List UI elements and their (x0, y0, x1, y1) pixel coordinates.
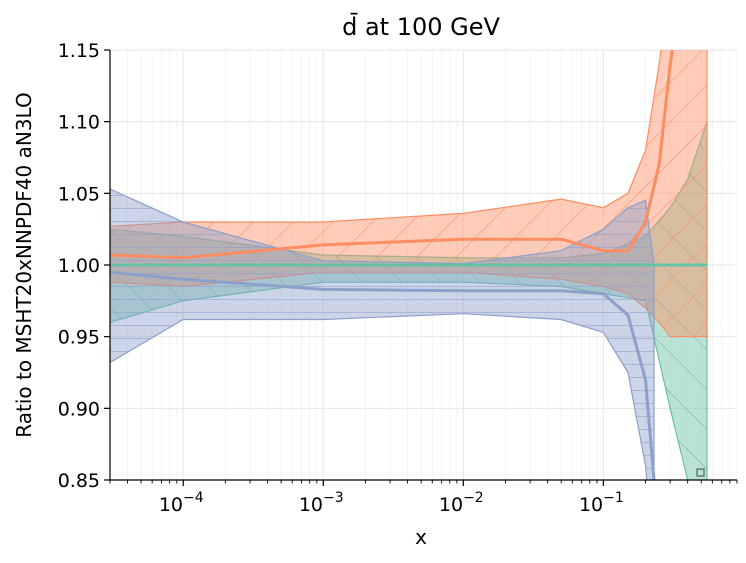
x-tick-label: 10−2 (439, 490, 484, 516)
uncertainty-bands (110, 50, 708, 480)
y-tick-label: 0.90 (58, 398, 100, 420)
overflow-marker (696, 468, 705, 477)
y-ticks: 0.85 0.90 0.95 1.00 1.05 1.10 1.15 (58, 40, 110, 492)
y-tick-label: 1.05 (58, 183, 100, 205)
x-tick-label: 10−1 (579, 490, 624, 516)
chart-title: d̄ at 100 GeV (342, 12, 500, 41)
y-tick-label: 1.15 (58, 40, 100, 62)
y-tick-label: 0.85 (58, 470, 100, 492)
line-ct18 (110, 50, 674, 260)
x-tick-label: 10−3 (299, 490, 344, 516)
x-ticks: 10−4 10−3 10−2 10−1 (109, 480, 738, 516)
central-lines (110, 50, 707, 480)
hatch-nnpdf4-0 (110, 189, 654, 480)
line-nnpdf4-0 (110, 270, 656, 480)
y-tick-label: 0.95 (58, 327, 100, 349)
y-tick-label: 1.10 (58, 112, 100, 134)
x-tick-label: 10−4 (159, 490, 204, 516)
y-tick-label: 1.00 (58, 255, 100, 277)
y-axis-label: Ratio to MSHT20xNNPDF40 aN3LO (12, 92, 36, 437)
x-axis-label: x (415, 525, 427, 549)
